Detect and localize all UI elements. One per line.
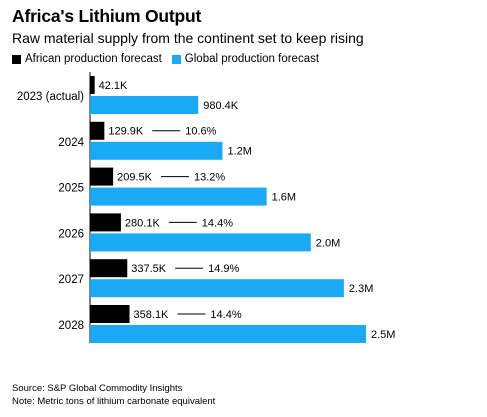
category-label: 2023 (actual) xyxy=(17,91,84,103)
legend-swatch-africa xyxy=(12,54,21,64)
legend-item-africa: African production forecast xyxy=(12,53,162,65)
legend-item-global: Global production forecast xyxy=(171,53,320,65)
share-label: 14.4% xyxy=(210,309,241,321)
global-bar xyxy=(90,233,311,252)
legend-label-global: Global production forecast xyxy=(184,53,320,65)
legend: African production forecast Global produ… xyxy=(12,53,329,65)
global-value-label: 2.5M xyxy=(371,329,395,341)
africa-bar xyxy=(90,167,114,186)
category-label: 2028 xyxy=(58,320,84,332)
share-label: 14.9% xyxy=(208,263,239,275)
africa-bar xyxy=(90,305,130,323)
category-label: 2027 xyxy=(58,274,84,286)
global-value-label: 1.6M xyxy=(272,192,296,204)
global-value-label: 980.4K xyxy=(203,100,239,112)
share-label: 10.6% xyxy=(185,126,216,138)
category-label: 2024 xyxy=(58,137,84,149)
source-note: Source: S&P Global Commodity Insights xyxy=(12,383,183,394)
category-label: 2026 xyxy=(58,228,84,240)
global-bar xyxy=(90,279,344,298)
units-note: Note: Metric tons of lithium carbonate e… xyxy=(12,396,216,407)
africa-bar xyxy=(90,121,105,140)
africa-bar xyxy=(90,213,121,232)
africa-value-label: 358.1K xyxy=(134,309,170,321)
africa-bar xyxy=(90,259,128,278)
global-value-label: 1.2M xyxy=(227,146,251,158)
africa-value-label: 42.1K xyxy=(99,80,128,92)
africa-bar xyxy=(90,76,95,94)
africa-value-label: 129.9K xyxy=(108,126,144,138)
global-value-label: 2.3M xyxy=(349,283,373,295)
africa-value-label: 280.1K xyxy=(125,217,161,229)
category-label: 2025 xyxy=(58,183,84,195)
legend-swatch-global xyxy=(171,54,181,64)
chart-title: Africa's Lithium Output xyxy=(12,6,202,26)
global-value-label: 2.0M xyxy=(316,237,340,249)
legend-label-africa: African production forecast xyxy=(25,53,162,65)
share-label: 14.4% xyxy=(202,217,233,229)
share-label: 13.2% xyxy=(194,172,225,184)
africa-value-label: 209.5K xyxy=(117,172,153,184)
global-bar xyxy=(90,187,267,206)
global-bar xyxy=(90,325,366,343)
global-bar xyxy=(90,141,223,160)
global-bar xyxy=(90,96,199,114)
chart-subtitle: Raw material supply from the continent s… xyxy=(12,30,364,46)
africa-value-label: 337.5K xyxy=(131,263,167,275)
